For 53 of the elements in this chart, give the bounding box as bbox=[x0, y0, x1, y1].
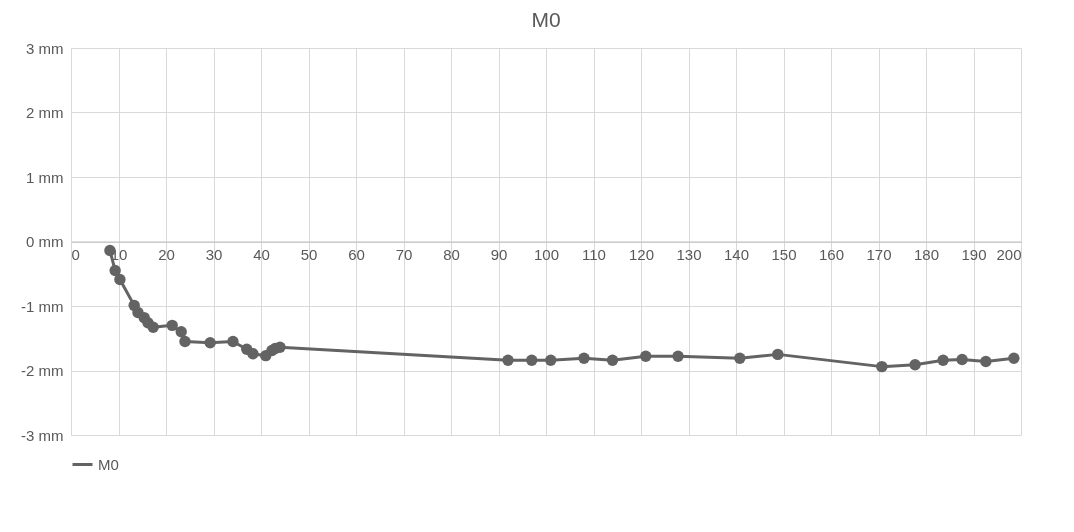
point bbox=[179, 335, 191, 348]
x-tick-label: 90 bbox=[490, 246, 508, 263]
x-tick-label: 40 bbox=[253, 246, 270, 263]
chart-title: M0 bbox=[531, 8, 561, 31]
point bbox=[909, 359, 921, 371]
x-tick-label: 130 bbox=[676, 246, 702, 263]
y-tick-label: 1 mm bbox=[26, 168, 64, 186]
point bbox=[980, 355, 992, 368]
x-tick-label: 190 bbox=[961, 246, 987, 263]
point bbox=[166, 319, 178, 332]
x-tick-label: 170 bbox=[866, 246, 892, 263]
y-tick-label: 3 mm bbox=[26, 39, 64, 57]
point bbox=[640, 350, 652, 362]
x-tick-label: 0 bbox=[71, 246, 80, 263]
point bbox=[876, 360, 888, 373]
point bbox=[175, 326, 187, 338]
x-tick-label: 110 bbox=[582, 246, 606, 263]
point bbox=[502, 354, 514, 366]
point bbox=[109, 264, 121, 277]
x-tick-label: 180 bbox=[913, 246, 940, 263]
point bbox=[1008, 352, 1020, 364]
x-tick-label: 70 bbox=[395, 246, 413, 263]
x-tick-label: 50 bbox=[300, 246, 318, 263]
point bbox=[545, 354, 557, 366]
point bbox=[672, 350, 684, 362]
y-tick-label: -1 mm bbox=[21, 297, 64, 315]
point bbox=[114, 273, 126, 286]
x-tick-label: 100 bbox=[533, 246, 560, 263]
point bbox=[956, 353, 968, 366]
x-tick-label: 160 bbox=[818, 246, 845, 263]
point bbox=[606, 354, 619, 366]
point bbox=[247, 348, 259, 360]
y-tick-label: -2 mm bbox=[21, 362, 64, 379]
y-tick-label: 2 mm bbox=[26, 104, 64, 121]
point bbox=[227, 335, 239, 348]
x-tick-label: 20 bbox=[158, 246, 175, 263]
x-tick-label: 150 bbox=[771, 246, 797, 263]
x-tick-label: 80 bbox=[443, 246, 460, 263]
x-tick-label: 60 bbox=[348, 246, 365, 263]
point bbox=[734, 352, 746, 364]
y-tick-label: 0 mm bbox=[26, 233, 64, 250]
legend-label: M0 bbox=[98, 455, 119, 473]
point bbox=[147, 321, 159, 333]
point bbox=[204, 337, 216, 349]
point bbox=[578, 352, 590, 364]
point bbox=[772, 348, 784, 361]
x-tick-label: 140 bbox=[723, 246, 750, 263]
point bbox=[937, 354, 949, 366]
x-tick-label: 30 bbox=[205, 246, 223, 263]
x-tick-label: 200 bbox=[996, 246, 1022, 263]
point bbox=[526, 354, 538, 366]
y-tick-label: -3 mm bbox=[21, 426, 64, 444]
x-tick-label: 120 bbox=[628, 246, 655, 263]
